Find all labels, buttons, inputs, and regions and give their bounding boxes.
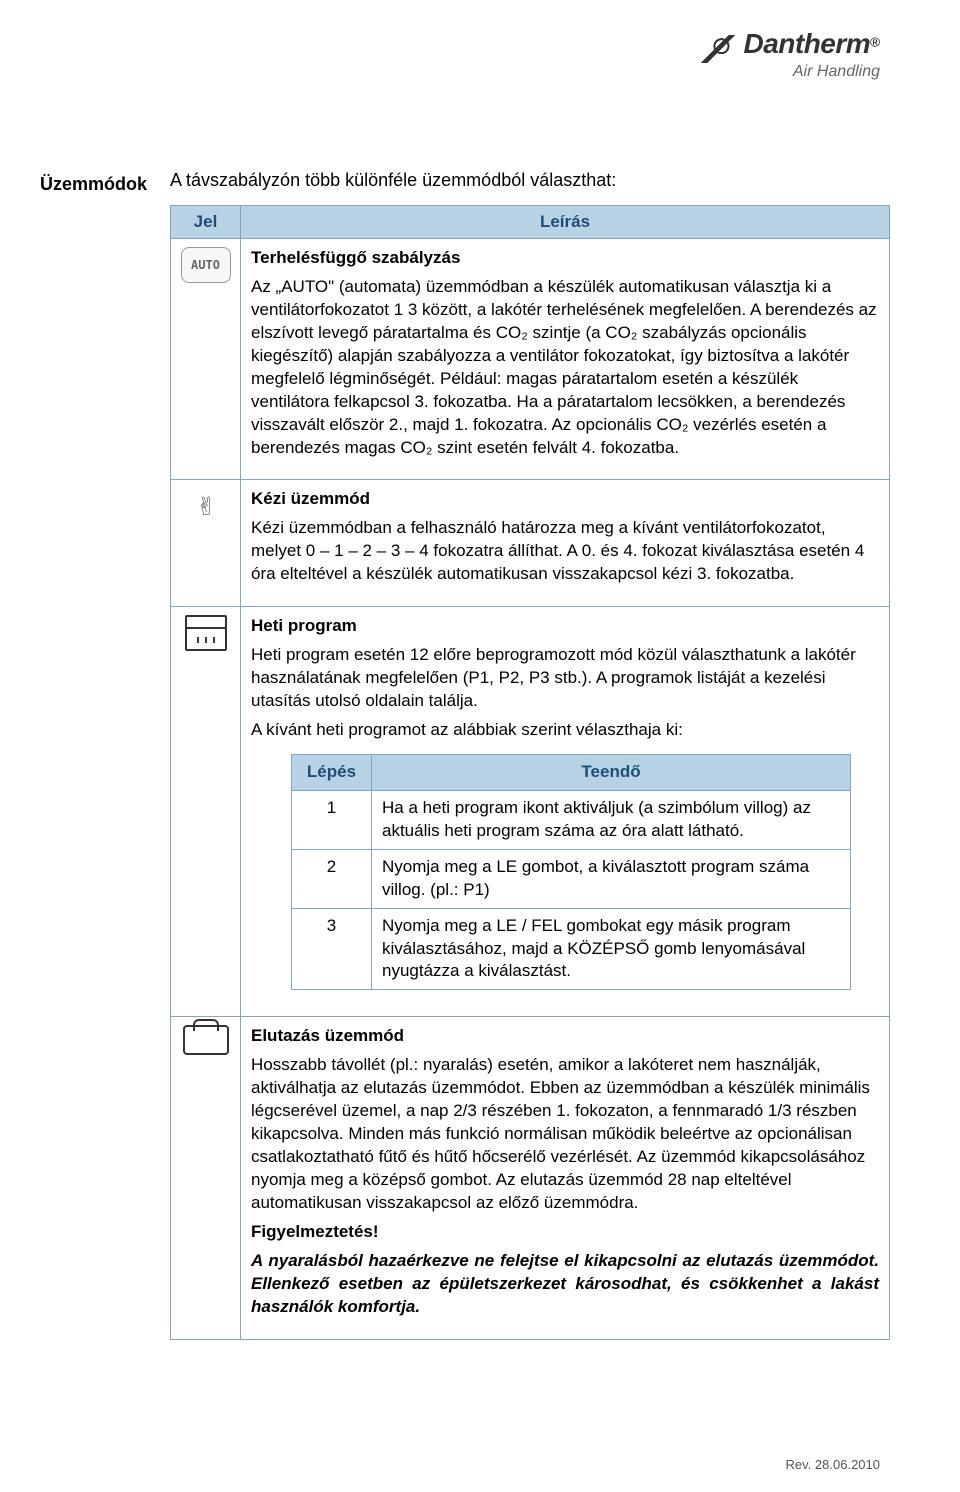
step-number: 2: [292, 849, 372, 908]
mode-manual-desc: Kézi üzemmód Kézi üzemmódban a felhaszná…: [241, 480, 890, 607]
table-row: Heti program Heti program esetén 12 előr…: [171, 607, 890, 1017]
table-row: 3 Nyomja meg a LE / FEL gombokat egy más…: [292, 908, 851, 990]
col-desc-header: Leírás: [241, 206, 890, 239]
mode-away-desc: Elutazás üzemmód Hosszabb távollét (pl.:…: [241, 1017, 890, 1339]
mode-auto-icon-cell: [171, 239, 241, 480]
step-text: Nyomja meg a LE / FEL gombokat egy másik…: [372, 908, 851, 990]
mode-weekly-desc: Heti program Heti program esetén 12 előr…: [241, 607, 890, 1017]
away-title: Elutazás üzemmód: [251, 1025, 879, 1048]
modes-table: Jel Leírás Terhelésfüggő szabályzás Az „…: [170, 205, 890, 1340]
brand-tagline: Air Handling: [701, 63, 880, 81]
table-row: 2 Nyomja meg a LE gombot, a kiválasztott…: [292, 849, 851, 908]
footer-revision: Rev. 28.06.2010: [786, 1457, 880, 1472]
col-icon-header: Jel: [171, 206, 241, 239]
step-number: 3: [292, 908, 372, 990]
brand-name: Dantherm: [743, 28, 870, 59]
table-row: 1 Ha a heti program ikont aktiváljuk (a …: [292, 790, 851, 849]
weekly-body2: A kívánt heti programot az alábbiak szer…: [251, 719, 879, 742]
step-text: Nyomja meg a LE gombot, a kiválasztott p…: [372, 849, 851, 908]
table-row: Kézi üzemmód Kézi üzemmódban a felhaszná…: [171, 480, 890, 607]
auto-title: Terhelésfüggő szabályzás: [251, 247, 879, 270]
step-number: 1: [292, 790, 372, 849]
manual-title: Kézi üzemmód: [251, 488, 879, 511]
mode-manual-icon-cell: [171, 480, 241, 607]
mode-weekly-icon-cell: [171, 607, 241, 1017]
step-text: Ha a heti program ikont aktiváljuk (a sz…: [372, 790, 851, 849]
manual-body: Kézi üzemmódban a felhasználó határozza …: [251, 517, 879, 586]
table-row: Terhelésfüggő szabályzás Az „AUTO" (auto…: [171, 239, 890, 480]
away-body: Hosszabb távollét (pl.: nyaralás) esetén…: [251, 1054, 879, 1215]
steps-table: Lépés Teendő 1 Ha a heti program ikont a…: [291, 754, 851, 991]
brand-reg: ®: [870, 35, 880, 50]
away-warn-label: Figyelmeztetés!: [251, 1221, 879, 1244]
away-warn-body: A nyaralásból hazaérkezve ne felejtse el…: [251, 1250, 879, 1319]
auto-body: Az „AUTO" (automata) üzemmódban a készül…: [251, 276, 879, 460]
hand-icon: [181, 488, 231, 524]
intro-text: A távszabályzón több különféle üzemmódbó…: [170, 170, 880, 191]
weekly-title: Heti program: [251, 615, 879, 638]
auto-icon: [181, 247, 231, 283]
weekly-body1: Heti program esetén 12 előre beprogramoz…: [251, 644, 879, 713]
mode-auto-desc: Terhelésfüggő szabályzás Az „AUTO" (auto…: [241, 239, 890, 480]
suitcase-icon: [183, 1025, 229, 1055]
section-heading: Üzemmódok: [40, 170, 160, 195]
mode-away-icon-cell: [171, 1017, 241, 1339]
brand-logo: Dantherm® Air Handling: [701, 28, 880, 81]
table-row: Elutazás üzemmód Hosszabb távollét (pl.:…: [171, 1017, 890, 1339]
logo-swirl-icon: [701, 35, 735, 63]
step-col-header: Lépés: [292, 754, 372, 790]
calendar-icon: [185, 615, 227, 651]
action-col-header: Teendő: [372, 754, 851, 790]
